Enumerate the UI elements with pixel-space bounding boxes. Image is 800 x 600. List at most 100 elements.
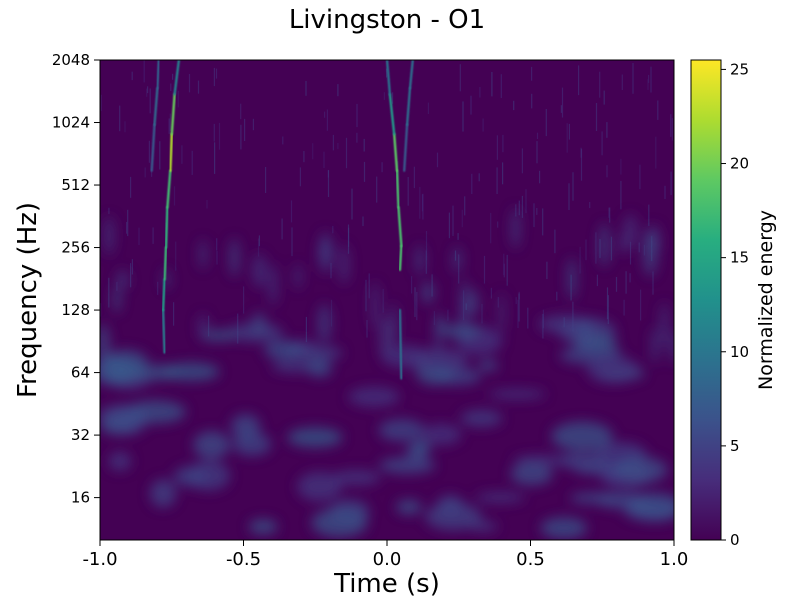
track-segment	[170, 93, 176, 136]
colorbar-gradient	[691, 60, 721, 540]
energy-blob	[623, 500, 674, 521]
texture-streak	[556, 291, 558, 301]
energy-blob	[104, 215, 115, 256]
texture-streak	[173, 302, 175, 326]
energy-blob	[329, 499, 370, 524]
track-segment	[393, 132, 399, 172]
texture-streak	[589, 202, 591, 209]
texture-streak	[175, 241, 177, 271]
y-tick-label: 64	[71, 364, 90, 382]
texture-streak	[152, 227, 154, 244]
energy-blob	[100, 359, 143, 385]
texture-streak	[433, 311, 435, 326]
texture-streak	[620, 180, 622, 210]
texture-streak	[299, 167, 301, 187]
texture-streak	[143, 60, 145, 83]
texture-streak	[216, 238, 218, 251]
texture-streak	[327, 170, 330, 197]
plot-area	[99, 59, 675, 541]
texture-streak	[413, 166, 415, 189]
energy-blob	[460, 409, 503, 427]
texture-streak	[603, 90, 605, 105]
texture-streak	[119, 105, 121, 132]
track-segment	[398, 244, 403, 271]
texture-streak	[664, 185, 666, 199]
energy-blob	[338, 244, 350, 285]
texture-streak	[191, 150, 193, 175]
y-tick-label: 2048	[52, 51, 90, 69]
energy-blob	[577, 317, 593, 347]
texture-streak	[159, 141, 161, 170]
texture-streak	[215, 68, 218, 79]
energy-blob	[425, 502, 482, 531]
texture-streak	[546, 261, 548, 280]
energy-blob	[348, 386, 400, 407]
texture-streak	[629, 241, 632, 265]
energy-blob	[538, 315, 591, 334]
texture-streak	[452, 205, 454, 236]
energy-blob	[318, 231, 333, 274]
texture-streak	[652, 271, 654, 295]
texture-streak	[172, 73, 174, 80]
texture-streak	[638, 242, 640, 253]
energy-blob	[598, 222, 610, 267]
texture-streak	[596, 274, 598, 287]
colorbar-tick-label: 20	[730, 155, 749, 173]
texture-streak	[496, 135, 498, 160]
texture-streak	[525, 189, 527, 214]
energy-blob	[452, 246, 462, 274]
energy-blob	[378, 418, 425, 442]
texture-streak	[356, 103, 358, 128]
texture-streak	[580, 148, 583, 181]
texture-streak	[490, 212, 492, 244]
energy-blob	[268, 263, 278, 306]
texture-streak	[386, 68, 388, 78]
texture-streak	[585, 239, 587, 261]
texture-streak	[127, 209, 129, 237]
energy-blob	[660, 301, 669, 349]
texture-streak	[363, 138, 365, 152]
texture-streak	[491, 72, 493, 97]
texture-streak	[208, 315, 210, 337]
energy-blob	[307, 358, 333, 378]
energy-blob	[230, 414, 261, 439]
texture-streak	[533, 203, 535, 228]
texture-streak	[130, 263, 132, 288]
y-axis: 16 32 64 128 256 512 1024 2048	[52, 51, 100, 507]
texture-streak	[419, 186, 421, 219]
energy-blob	[193, 431, 230, 459]
texture-streak	[363, 161, 366, 182]
texture-streak	[427, 102, 429, 114]
y-axis-label: Frequency (Hz)	[13, 202, 43, 398]
texture-streak	[303, 151, 305, 163]
track-segment	[166, 169, 172, 209]
energy-blob	[651, 326, 659, 365]
texture-streak	[621, 74, 623, 90]
texture-streak	[539, 170, 541, 184]
texture-streak	[670, 114, 672, 137]
texture-streak	[252, 118, 254, 131]
energy-blob	[381, 345, 428, 368]
y-tick-label: 512	[61, 176, 90, 194]
texture-streak	[169, 113, 171, 131]
texture-streak	[657, 100, 659, 120]
texture-streak	[457, 233, 459, 240]
energy-blob	[287, 427, 343, 448]
energy-blob	[643, 229, 658, 277]
texture-streak	[240, 103, 242, 120]
texture-streak	[461, 209, 463, 228]
texture-streak	[291, 227, 293, 257]
texture-streak	[518, 200, 520, 216]
texture-streak	[609, 207, 611, 223]
texture-streak	[497, 221, 499, 228]
texture-streak	[365, 279, 367, 312]
texture-streak	[214, 142, 216, 174]
texture-streak	[362, 216, 364, 227]
texture-streak	[290, 200, 293, 223]
texture-streak	[213, 67, 215, 87]
energy-blob	[100, 324, 111, 364]
texture-streak	[383, 92, 385, 100]
energy-blob	[379, 457, 436, 474]
texture-streak	[305, 80, 307, 96]
texture-streak	[376, 176, 378, 203]
